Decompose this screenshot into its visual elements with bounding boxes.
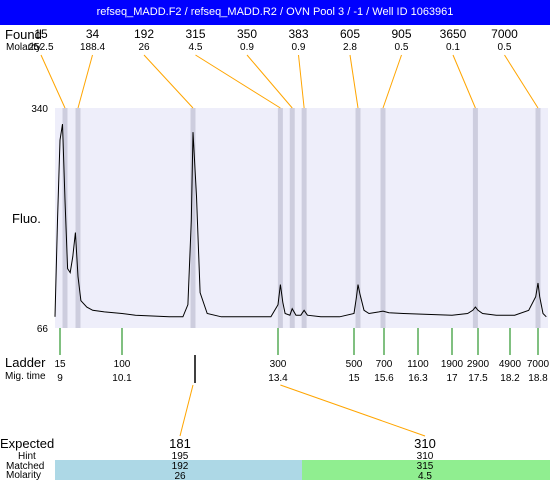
matched-label: Matched	[6, 461, 45, 472]
found-size-label: 383	[288, 27, 308, 41]
found-molarity-label: 252.5	[28, 42, 53, 53]
found-size-label: 905	[391, 27, 411, 41]
expected-connector	[280, 384, 426, 437]
matched-region-1	[55, 460, 302, 480]
peak-band	[75, 108, 81, 328]
found-molarity-label: 2.8	[343, 42, 357, 53]
peak-band	[301, 108, 307, 328]
peak-band	[190, 108, 196, 328]
ladder-label: Ladder	[5, 355, 46, 370]
y-tick-label: 340	[31, 104, 48, 115]
found-molarity-label: 0.1	[446, 42, 460, 53]
found-molarity-label: 26	[138, 42, 150, 53]
found-connector	[195, 54, 281, 109]
ladder-size-label: 2900	[467, 359, 490, 370]
ladder-time-label: 15.6	[374, 373, 394, 384]
found-connector	[452, 54, 476, 109]
expected-size-label: 181	[169, 436, 191, 451]
found-molarity-label: 188.4	[80, 42, 105, 53]
matched-value: 315	[417, 461, 434, 472]
found-molarity-label: 0.9	[240, 42, 254, 53]
found-size-label: 315	[185, 27, 205, 41]
peak-band	[380, 108, 386, 328]
found-size-label: 192	[134, 27, 154, 41]
peak-band	[535, 108, 541, 328]
ladder-time-label: 15	[348, 373, 360, 384]
ladder-time-label: 16.3	[408, 373, 428, 384]
ladder-size-label: 15	[54, 359, 66, 370]
title-bar	[0, 0, 550, 25]
ladder-time-label: 13.4	[268, 373, 288, 384]
found-size-label: 3650	[440, 27, 467, 41]
found-connector	[246, 54, 293, 109]
matched-value: 192	[172, 461, 189, 472]
ladder-time-label: 18.2	[500, 373, 520, 384]
matched-region-2	[302, 460, 550, 480]
ladder-size-label: 700	[376, 359, 393, 370]
ladder-time-label: 17	[446, 373, 458, 384]
chart-title: refseq_MADD.F2 / refseq_MADD.R2 / OVN Po…	[96, 6, 454, 18]
ladder-size-label: 300	[270, 359, 287, 370]
hint-label: Hint	[18, 451, 36, 462]
found-size-label: 605	[340, 27, 360, 41]
ladder-size-label: 1100	[407, 359, 429, 370]
y-tick-label: 66	[37, 324, 49, 335]
found-connector	[382, 54, 402, 109]
ladder-time-label: 17.5	[468, 373, 488, 384]
ladder-size-label: 4900	[499, 359, 522, 370]
found-size-label: 7000	[491, 27, 518, 41]
peak-band	[355, 108, 361, 328]
ladder-time-label: 10.1	[112, 373, 132, 384]
molarity-bottom-label: Molarity	[6, 470, 42, 481]
peak-band	[277, 108, 283, 328]
found-molarity-label: 0.9	[292, 42, 306, 53]
ladder-time-label: 9	[57, 373, 63, 384]
found-size-label: 34	[86, 27, 100, 41]
found-molarity-label: 0.5	[498, 42, 512, 53]
found-molarity-label: 4.5	[189, 42, 203, 53]
fluo-label: Fluo.	[12, 211, 41, 226]
peak-band	[472, 108, 478, 328]
ladder-size-label: 100	[114, 359, 131, 370]
molarity-value: 26	[174, 471, 186, 480]
expected-size-label: 310	[414, 436, 436, 451]
peak-band	[62, 108, 68, 328]
found-molarity-label: 0.5	[395, 42, 409, 53]
ladder-size-label: 7000	[527, 359, 550, 370]
ladder-size-label: 1900	[441, 359, 464, 370]
fluorescence-trace	[54, 124, 547, 318]
mig-time-label: Mig. time	[5, 371, 46, 382]
found-connector	[143, 54, 194, 109]
expected-label: Expected	[0, 436, 55, 451]
expected-connector	[179, 384, 194, 437]
molarity-value: 4.5	[418, 471, 432, 480]
peak-band	[289, 108, 295, 328]
found-size-label: 350	[237, 27, 257, 41]
found-connector	[40, 54, 66, 109]
molarity-label: Molarity	[6, 42, 42, 53]
hint-value: 310	[417, 451, 434, 462]
ladder-size-label: 500	[346, 359, 363, 370]
found-size-label: 15	[34, 27, 48, 41]
plot-area	[55, 108, 548, 328]
ladder-time-label: 18.8	[528, 373, 548, 384]
found-label: Found	[5, 27, 42, 42]
found-connector	[77, 54, 93, 109]
hint-value: 195	[172, 451, 189, 462]
found-connector	[504, 54, 539, 109]
found-connector	[349, 54, 359, 109]
found-connector	[298, 54, 305, 109]
